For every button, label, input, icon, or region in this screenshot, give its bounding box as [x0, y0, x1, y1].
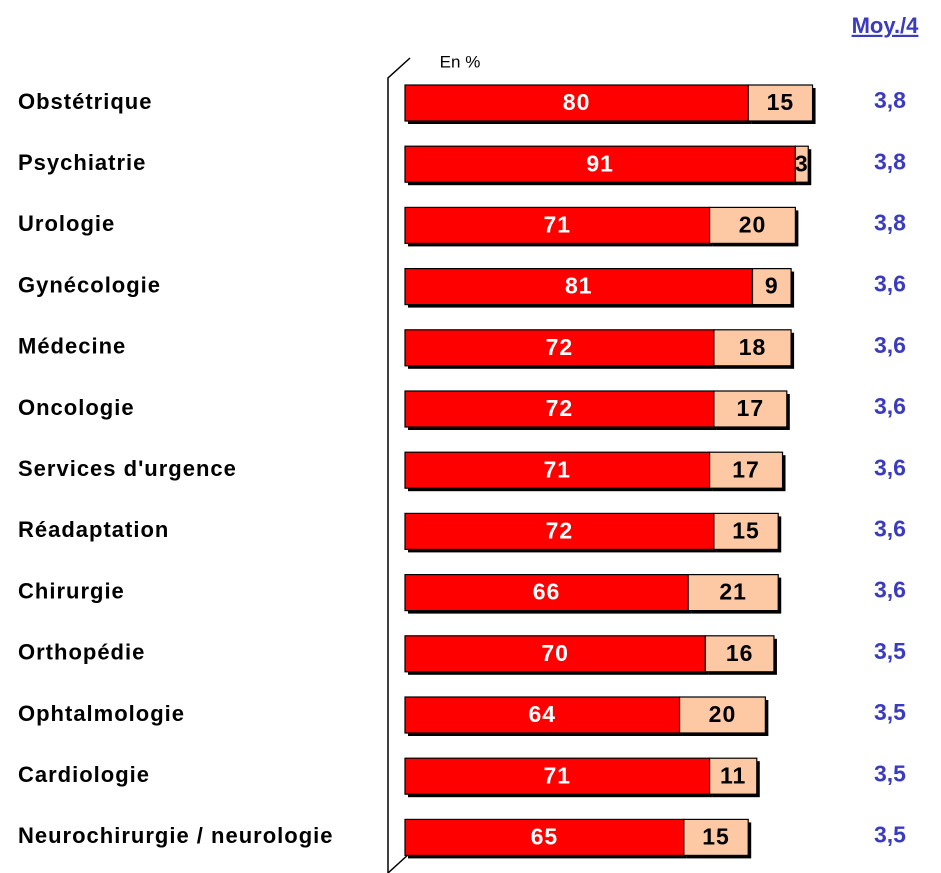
average-value: 3,5: [874, 821, 906, 847]
bar: [404, 818, 685, 857]
value-label: 72: [546, 334, 574, 360]
average-value: 3,6: [874, 393, 906, 419]
average-value: 3,6: [874, 577, 906, 603]
value-label: 72: [546, 517, 574, 543]
value-label: 66: [533, 579, 561, 605]
value-label: 17: [737, 395, 765, 421]
value-label: 72: [546, 395, 574, 421]
average-value: 3,6: [874, 515, 906, 541]
category-label: Psychiatrie: [18, 150, 146, 175]
average-value: 3,5: [874, 638, 906, 664]
bar: [704, 635, 775, 673]
value-label: 81: [565, 273, 593, 299]
value-label: 70: [541, 640, 569, 666]
bar: [404, 329, 715, 367]
average-value: 3,6: [874, 454, 906, 480]
bar: [747, 84, 814, 122]
bar: [404, 84, 749, 122]
value-label: 71: [543, 456, 571, 482]
bar: [708, 451, 784, 489]
category-label: Oncologie: [18, 395, 135, 420]
average-value: 3,5: [874, 699, 906, 725]
value-label: 91: [586, 150, 614, 176]
value-label: 20: [739, 211, 767, 237]
category-label: Cardiologie: [18, 762, 150, 787]
value-label: 80: [563, 89, 591, 115]
bar: [678, 696, 766, 734]
value-label: 16: [726, 640, 754, 666]
bar: [404, 757, 711, 795]
bar: [751, 268, 792, 306]
bar: [404, 206, 711, 244]
value-label: 71: [543, 211, 571, 237]
average-header: Moy./4: [852, 13, 920, 38]
bar: [794, 145, 809, 183]
value-label: 15: [732, 517, 760, 543]
bar: [708, 757, 758, 795]
value-label: 21: [719, 579, 747, 605]
bar: [713, 512, 779, 551]
bar: [683, 818, 749, 857]
value-label: 65: [531, 823, 559, 849]
category-label: Neurochirurgie / neurologie: [18, 823, 333, 848]
value-label: 71: [543, 762, 571, 788]
axis-3d: [387, 57, 411, 873]
average-value: 3,6: [874, 332, 906, 358]
category-label: Services d'urgence: [18, 456, 237, 481]
value-label: 20: [709, 701, 737, 727]
category-label: Ophtalmologie: [18, 701, 185, 726]
axis-line: [387, 57, 411, 873]
value-label: 15: [767, 89, 795, 115]
value-label: 11: [720, 762, 746, 788]
category-label: Urologie: [18, 211, 115, 236]
bar: [687, 573, 779, 612]
value-label: 3: [795, 150, 809, 176]
category-label: Médecine: [18, 334, 126, 359]
average-value: 3,8: [874, 87, 906, 113]
bar: [404, 268, 754, 306]
bar: [404, 390, 715, 428]
value-label: 18: [739, 334, 767, 360]
average-value: 3,8: [874, 209, 906, 235]
value-label: 64: [528, 701, 556, 727]
category-label: Obstétrique: [18, 89, 152, 114]
average-value: 3,6: [874, 271, 906, 297]
bar: [713, 390, 788, 428]
average-value: 3,8: [874, 148, 906, 174]
bar: [404, 451, 711, 489]
unit-label: En %: [440, 52, 481, 71]
category-label: Gynécologie: [18, 272, 161, 297]
axis-edge: [387, 852, 411, 873]
category-label: Chirurgie: [18, 578, 125, 603]
average-value: 3,5: [874, 760, 906, 786]
value-label: 15: [702, 823, 730, 849]
category-label: Orthopédie: [18, 640, 145, 665]
bar: [708, 206, 796, 244]
bar: [713, 329, 792, 367]
value-label: 17: [732, 456, 760, 482]
value-label: 9: [765, 273, 779, 299]
category-label: Réadaptation: [18, 517, 169, 542]
